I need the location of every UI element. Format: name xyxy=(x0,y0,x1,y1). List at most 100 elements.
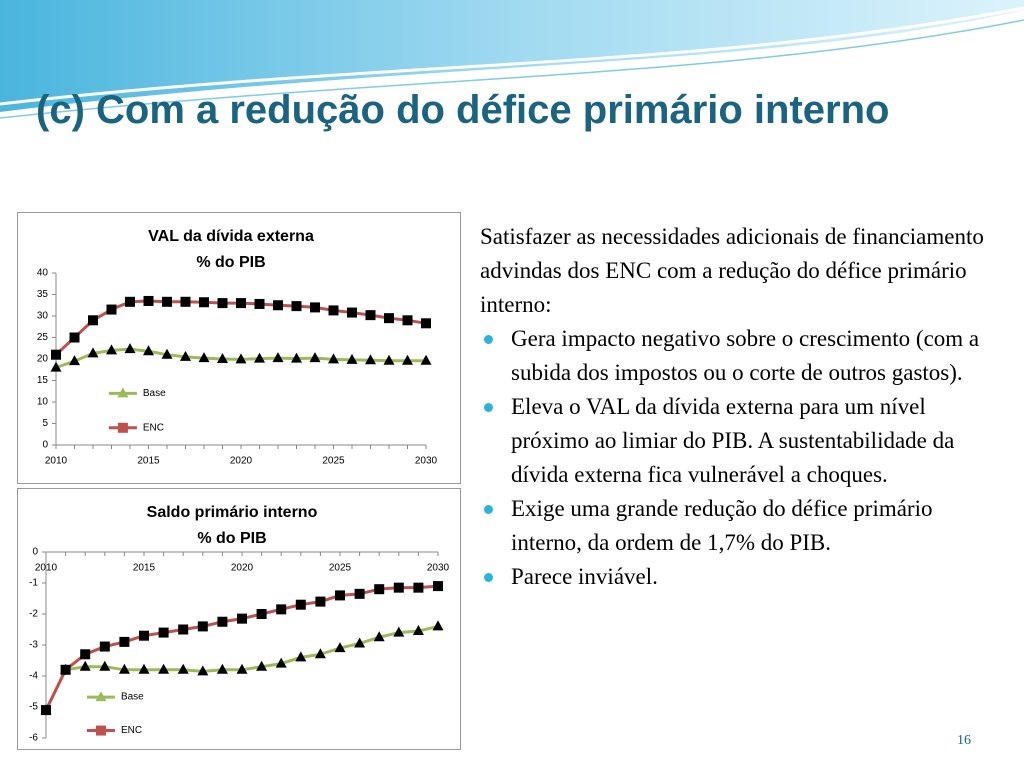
y-tick-label: 10 xyxy=(37,397,49,408)
y-tick-label: 0 xyxy=(42,440,48,451)
marker xyxy=(347,307,357,318)
marker xyxy=(315,596,326,607)
legend-marker xyxy=(95,725,106,736)
marker xyxy=(51,349,61,360)
marker xyxy=(402,315,413,326)
marker xyxy=(421,318,431,329)
y-tick-label: -1 xyxy=(29,578,38,589)
marker xyxy=(161,348,173,359)
x-tick-label: 2010 xyxy=(45,456,68,467)
chart-panel: VAL da dívida externa % do PIB 0 5 10 15 20 25 3… xyxy=(17,212,461,484)
marker xyxy=(272,352,284,363)
legend-label: Base xyxy=(143,388,166,399)
marker xyxy=(291,352,302,363)
marker xyxy=(69,355,80,366)
marker xyxy=(393,626,405,637)
marker xyxy=(80,649,91,660)
marker xyxy=(374,584,385,595)
y-tick-label: 0 xyxy=(32,547,38,558)
marker xyxy=(412,625,424,636)
marker xyxy=(162,296,172,307)
marker xyxy=(158,627,169,638)
y-tick-label: 30 xyxy=(37,311,49,322)
marker xyxy=(197,665,209,676)
marker xyxy=(236,663,248,674)
marker xyxy=(199,297,209,308)
chart-title: Saldo primário interno xyxy=(147,504,318,521)
bullet: Parece inviável. xyxy=(480,560,1000,594)
marker xyxy=(273,300,283,311)
y-tick-label: -4 xyxy=(29,671,38,682)
y-tick-label: -3 xyxy=(29,640,38,651)
y-tick-label: -2 xyxy=(29,609,38,620)
x-tick-label: 2010 xyxy=(35,563,58,574)
marker xyxy=(365,310,376,321)
slide-title: (c) Com a redução do défice primário int… xyxy=(36,88,890,132)
marker xyxy=(180,350,191,361)
y-tick-label: -6 xyxy=(29,733,38,744)
chart: VAL da dívida externa % do PIB 0 5 10 15 2025 3… xyxy=(37,228,438,467)
marker xyxy=(158,663,170,674)
x-tick-label: 2020 xyxy=(231,563,254,574)
y-tick-label: 15 xyxy=(37,375,49,386)
marker xyxy=(118,663,130,674)
y-tick-label: 35 xyxy=(37,289,49,300)
marker xyxy=(314,648,326,659)
marker xyxy=(309,352,321,363)
bullet-list: Gera impacto negativo sobre o cresciment… xyxy=(480,322,1000,594)
chart-title: % do PIB xyxy=(196,254,265,271)
marker xyxy=(328,305,339,316)
page-number: 16 xyxy=(957,733,971,748)
marker xyxy=(236,298,246,309)
marker xyxy=(334,642,346,653)
marker xyxy=(60,664,71,675)
x-tick-label: 2030 xyxy=(427,563,450,574)
marker xyxy=(50,361,62,372)
marker xyxy=(197,621,208,632)
marker xyxy=(180,296,191,307)
marker xyxy=(41,705,51,716)
marker xyxy=(295,651,307,662)
marker xyxy=(433,581,443,592)
marker xyxy=(256,660,268,671)
legend-marker xyxy=(95,691,107,702)
x-tick-label: 2025 xyxy=(322,456,345,467)
marker xyxy=(88,315,98,326)
body-text: Satisfazer as necessidades adicionais de… xyxy=(480,220,1000,594)
bullet: Gera impacto negativo sobre o cresciment… xyxy=(480,322,1000,390)
marker xyxy=(139,630,149,641)
marker xyxy=(79,660,91,671)
marker xyxy=(393,582,404,593)
marker xyxy=(69,332,80,343)
marker xyxy=(373,631,385,642)
marker xyxy=(124,343,136,354)
y-tick-label: 5 xyxy=(42,418,48,429)
x-tick-label: 2020 xyxy=(230,456,253,467)
marker xyxy=(275,657,287,668)
x-tick-label: 2015 xyxy=(137,456,160,467)
marker xyxy=(99,660,111,671)
header-decoration xyxy=(0,0,1024,119)
marker xyxy=(276,604,287,615)
marker xyxy=(217,353,228,363)
legend-label: ENC xyxy=(143,422,164,433)
marker xyxy=(328,353,339,364)
y-tick-label: -5 xyxy=(29,702,38,713)
marker xyxy=(119,636,130,647)
marker xyxy=(254,298,265,309)
marker xyxy=(354,588,365,599)
marker xyxy=(354,637,366,648)
marker xyxy=(254,352,265,363)
chart-title: % do PIB xyxy=(197,530,266,547)
x-tick-label: 2025 xyxy=(329,563,352,574)
chart-title: VAL da dívida externa xyxy=(148,228,314,245)
marker xyxy=(198,352,210,363)
marker xyxy=(87,347,99,358)
chart: Saldo primário interno % do PIB -6 -5 -4 -3 -2… xyxy=(29,504,450,744)
marker xyxy=(432,620,444,631)
marker xyxy=(295,599,306,610)
marker xyxy=(310,302,320,313)
chart-panel: Saldo primário interno % do PIB -6 -5 -4 -3 -2… xyxy=(17,488,461,750)
marker xyxy=(143,295,154,306)
